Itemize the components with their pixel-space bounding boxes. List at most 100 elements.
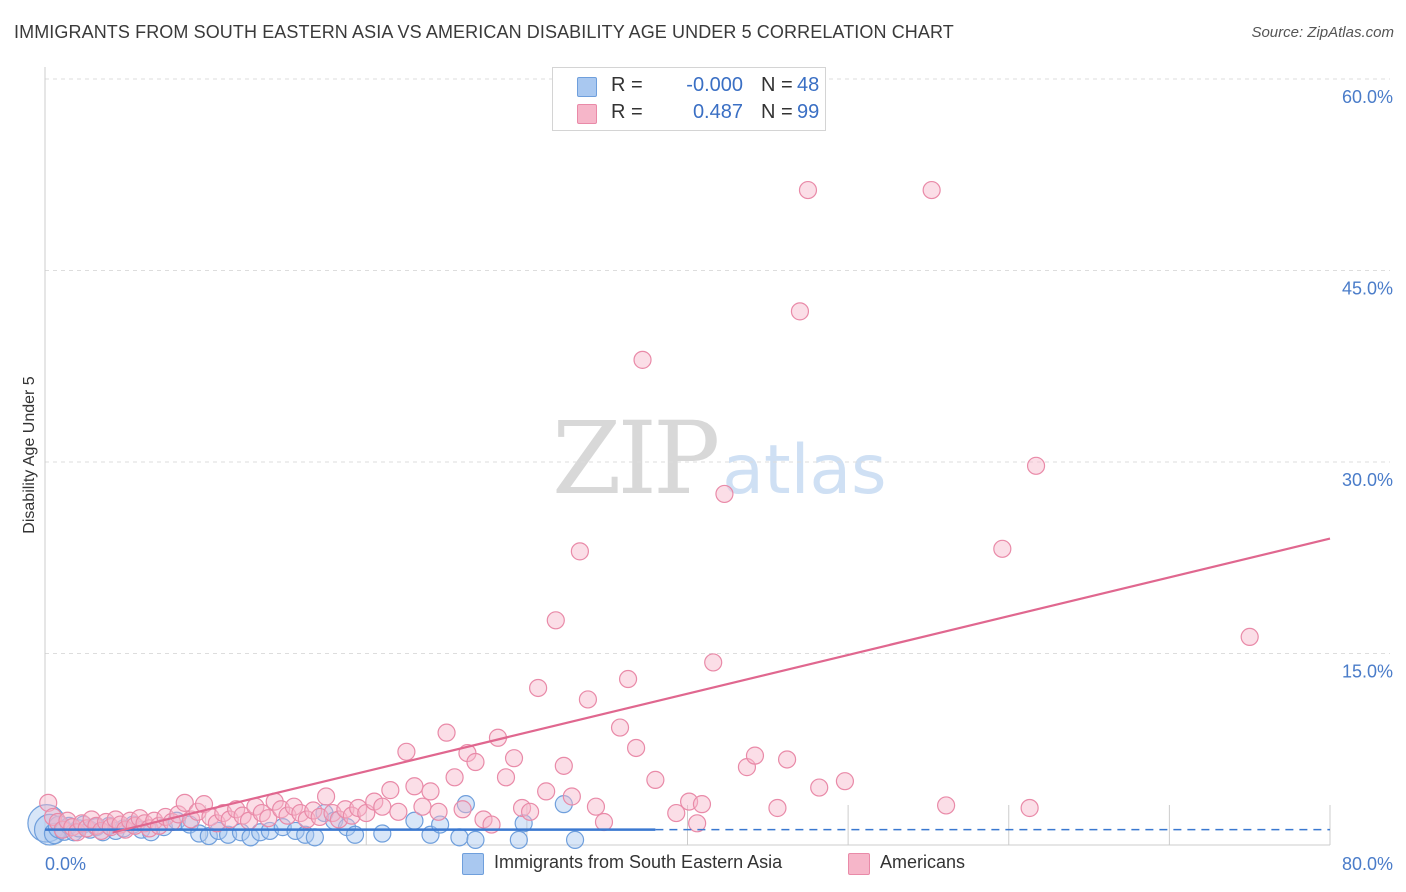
watermark: ZIPatlas [552, 400, 887, 517]
tick-labels: 15.0% 30.0% 45.0% 60.0% 0.0% 80.0% [45, 87, 1393, 874]
americans-point [1026, 456, 1046, 475]
americans-point [43, 807, 63, 827]
americans-point [389, 802, 408, 821]
legend-r-label: R = [611, 74, 643, 96]
legend-swatch-blue [462, 853, 484, 875]
americans-point [570, 542, 589, 561]
americans-point [1020, 798, 1039, 818]
watermark-atlas: atlas [722, 431, 887, 510]
immigrants-point [305, 828, 324, 847]
americans-point [594, 812, 614, 832]
series-pink-points [39, 180, 1259, 842]
axes [44, 67, 1331, 846]
americans-point [626, 738, 646, 758]
immigrants-point [251, 823, 270, 842]
americans-point [790, 302, 810, 321]
americans-point [688, 814, 707, 833]
americans-point [1240, 627, 1259, 647]
y-tick-label: 30.0% [1342, 470, 1393, 490]
immigrants-point [373, 824, 392, 843]
grid-lines [45, 78, 1390, 654]
americans-trend-line [112, 537, 1331, 834]
americans-point [633, 350, 652, 369]
americans-point [704, 653, 723, 672]
americans-point [405, 777, 424, 796]
americans-point [520, 802, 540, 821]
source-label: Source: ZipAtlas.com [1251, 24, 1394, 41]
chart-title: IMMIGRANTS FROM SOUTH EASTERN ASIA VS AM… [14, 22, 954, 42]
legend-n-value: 99 [797, 101, 820, 123]
americans-point [68, 823, 87, 842]
americans-point [667, 803, 686, 823]
americans-point [92, 821, 111, 841]
immigrants-point [514, 814, 533, 833]
americans-point [496, 768, 516, 787]
americans-point [646, 770, 665, 789]
legend-label-immigrants: Immigrants from South Eastern Asia [494, 852, 783, 872]
y-tick-label: 45.0% [1342, 279, 1393, 299]
americans-point [437, 723, 456, 742]
americans-point [835, 772, 855, 791]
watermark-zip: ZIP [552, 400, 720, 517]
americans-point [397, 742, 416, 761]
americans-point [715, 484, 734, 504]
americans-point [175, 793, 194, 812]
americans-point [692, 795, 712, 814]
americans-point [768, 798, 787, 818]
legend-swatch-pink [848, 853, 870, 875]
americans-point [618, 669, 638, 689]
legend-n-value: 48 [797, 74, 820, 96]
immigrants-point [456, 795, 475, 814]
legend-n-label: N = [761, 74, 793, 96]
y-axis-title: Disability Age Under 5 [21, 376, 38, 534]
americans-point [554, 756, 573, 775]
americans-point [504, 749, 524, 768]
americans-point [546, 611, 565, 630]
americans-point [610, 718, 630, 737]
stats-legend: R = -0.000 N = 48 R = 0.487 N = 99 [552, 67, 826, 131]
americans-point [777, 750, 797, 769]
americans-point [466, 752, 485, 772]
americans-point [72, 814, 92, 833]
americans-point [429, 802, 448, 821]
trend-lines [45, 537, 1331, 834]
immigrants-point [565, 830, 585, 849]
americans-point [578, 690, 598, 709]
legend-r-value: 0.487 [692, 101, 743, 123]
americans-point [562, 787, 581, 806]
y-tick-label: 15.0% [1342, 662, 1393, 682]
americans-point [63, 818, 82, 837]
legend-swatch-blue [577, 77, 597, 97]
legend-r-value: -0.000 [686, 74, 743, 96]
americans-point [922, 180, 941, 200]
immigrants-point [509, 830, 528, 849]
americans-point [537, 782, 556, 801]
americans-point [373, 797, 392, 816]
americans-point [529, 678, 548, 698]
immigrants-point [466, 830, 485, 849]
americans-point [381, 781, 400, 800]
americans-point [453, 800, 472, 819]
americans-point [316, 787, 336, 806]
legend-swatch-pink [577, 104, 597, 124]
americans-point [937, 796, 956, 815]
americans-point [586, 797, 606, 816]
legend-r-label: R = [611, 101, 643, 123]
americans-point [445, 768, 464, 787]
legend-label-americans: Americans [880, 852, 966, 872]
immigrants-point [286, 821, 305, 841]
immigrants-point [450, 828, 469, 847]
americans-point [259, 809, 278, 828]
y-tick-label: 60.0% [1342, 87, 1393, 107]
x-tick-label: 80.0% [1342, 854, 1393, 874]
legend-n-label: N = [761, 101, 793, 123]
americans-point [39, 793, 58, 812]
americans-point [413, 797, 432, 816]
americans-point [810, 778, 829, 797]
immigrants-point [209, 821, 228, 841]
americans-point [745, 746, 765, 765]
x-tick-label: 0.0% [45, 854, 86, 874]
americans-point [421, 782, 440, 801]
americans-point [993, 539, 1012, 558]
